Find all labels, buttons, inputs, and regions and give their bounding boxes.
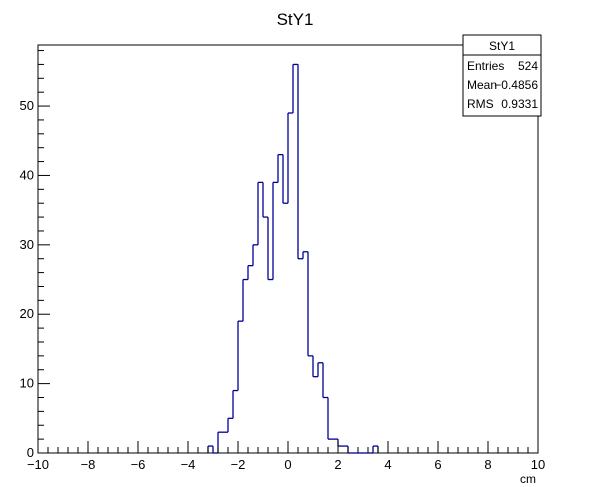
x-tick-label: −6 <box>131 457 146 472</box>
x-tick-label: 2 <box>334 457 341 472</box>
x-tick-label: −10 <box>27 457 49 472</box>
stats-box: StY1 Entries 524 Mean −0.4856 RMS 0.9331 <box>462 34 542 117</box>
y-tick-label: 20 <box>20 306 34 321</box>
y-tick-label: 40 <box>20 167 34 182</box>
stats-box-border <box>462 34 542 117</box>
x-tick-label: 10 <box>531 457 545 472</box>
y-tick-label: 0 <box>27 445 34 460</box>
y-tick-label: 30 <box>20 237 34 252</box>
x-tick-label: 8 <box>484 457 491 472</box>
x-tick-label: 6 <box>434 457 441 472</box>
stats-entries-value: 524 <box>518 59 538 73</box>
chart-title: StY1 <box>277 10 314 29</box>
x-tick-label: 4 <box>384 457 391 472</box>
stats-entries-label: Entries <box>467 59 504 73</box>
x-tick-label: −8 <box>81 457 96 472</box>
y-tick-label: 10 <box>20 376 34 391</box>
stats-rms-value: 0.9331 <box>501 97 538 111</box>
x-tick-label: 0 <box>284 457 291 472</box>
stats-box-title: StY1 <box>489 39 515 53</box>
stats-mean-label: Mean <box>467 78 497 92</box>
y-tick-label: 50 <box>20 98 34 113</box>
stats-rms-label: RMS <box>467 97 494 111</box>
histogram-line <box>207 63 379 454</box>
axes: −10 −8 −6 −4 −2 0 2 4 6 8 10 0 10 20 30 40 50 <box>20 50 545 472</box>
x-tick-label: −4 <box>181 457 196 472</box>
stats-mean-value: −0.4856 <box>494 78 538 92</box>
x-tick-label: −2 <box>231 457 246 472</box>
x-axis-label: cm <box>520 472 536 486</box>
